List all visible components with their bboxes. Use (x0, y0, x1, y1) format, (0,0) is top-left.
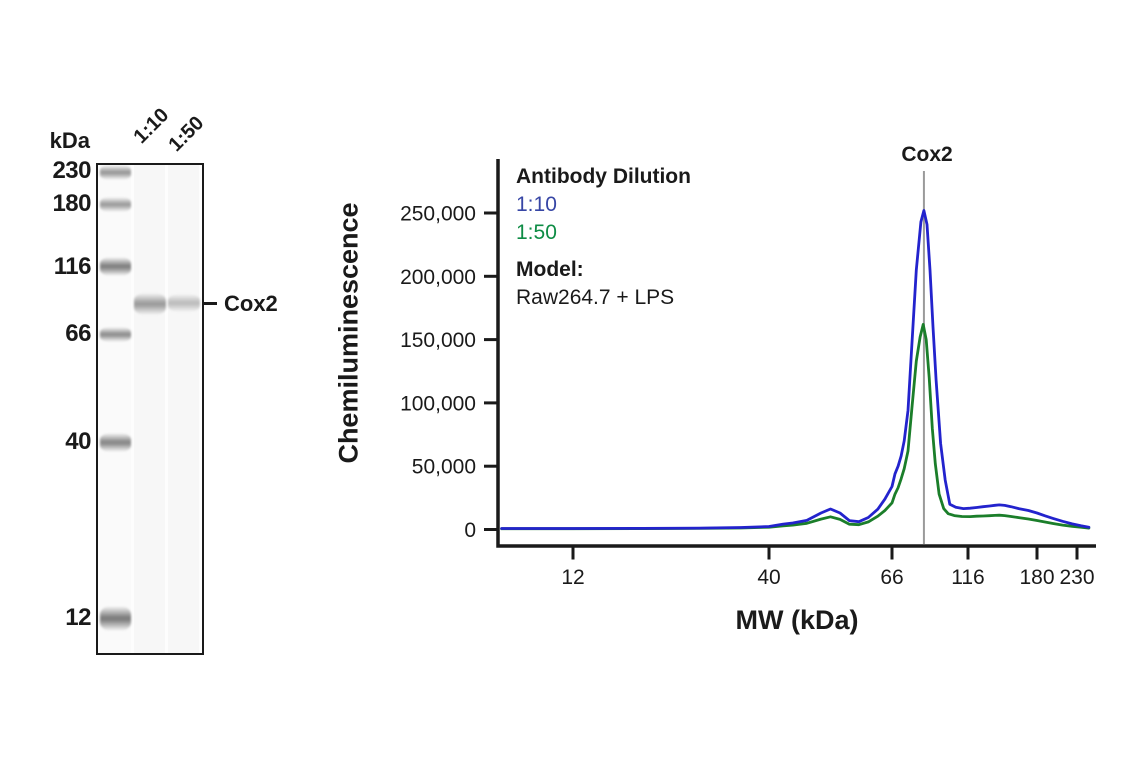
legend-title: Antibody Dilution (516, 165, 691, 188)
axis-lines (496, 159, 1096, 548)
ladder-band-116 (100, 257, 131, 276)
y-tick-label: 50,000 (412, 456, 476, 479)
x-tick-label: 180 (1019, 566, 1054, 589)
x-tick-label: 230 (1059, 566, 1094, 589)
trace-1-10 (500, 209, 1091, 530)
blot-marker-12: 12 (65, 604, 91, 631)
ladder-band-66 (100, 327, 131, 342)
ladder-band-230 (100, 165, 131, 180)
y-tick-label: 250,000 (400, 203, 476, 226)
y-tick-label: 200,000 (400, 266, 476, 289)
blot-image (96, 163, 204, 655)
ladder-lane (100, 165, 131, 653)
target-band-1-50 (168, 294, 200, 312)
legend-entry-1-50: 1:50 (516, 221, 557, 244)
x-axis-title: MW (kDa) (735, 605, 859, 635)
y-tick-label: 0 (464, 519, 476, 542)
blot-marker-230: 230 (52, 157, 91, 184)
x-tick-label: 66 (880, 566, 903, 589)
target-band-1-10 (134, 293, 166, 315)
y-axis-title: Chemiluminescence (333, 202, 364, 464)
y-tick-label: 150,000 (400, 329, 476, 352)
peak-annotation-label: Cox2 (901, 143, 953, 166)
x-tick-label: 12 (561, 566, 584, 589)
x-tick-label: 40 (757, 566, 780, 589)
ladder-band-12 (100, 606, 131, 631)
ladder-band-40 (100, 433, 131, 452)
legend-entry-1-10: 1:10 (516, 193, 557, 216)
x-tick-label: 116 (951, 566, 984, 589)
chart-legend: Antibody Dilution 1:10 1:50 Model: Raw26… (516, 163, 691, 312)
sample-lane-1-50 (168, 165, 199, 653)
sample-lane-1-10 (134, 165, 165, 653)
ladder-band-180 (100, 197, 131, 212)
blot-marker-40: 40 (65, 428, 91, 455)
blot-marker-116: 116 (53, 253, 92, 280)
blot-target-label: Cox2 (224, 291, 278, 316)
y-tick-label: 100,000 (400, 392, 476, 415)
band-pointer-line (203, 302, 217, 305)
blot-marker-180: 180 (52, 190, 91, 217)
kda-unit-label: kDa (49, 128, 90, 153)
model-value: Raw264.7 + LPS (516, 286, 675, 309)
blot-marker-66: 66 (65, 320, 91, 347)
trace-1-50 (500, 323, 1091, 531)
model-label: Model: (516, 258, 584, 281)
